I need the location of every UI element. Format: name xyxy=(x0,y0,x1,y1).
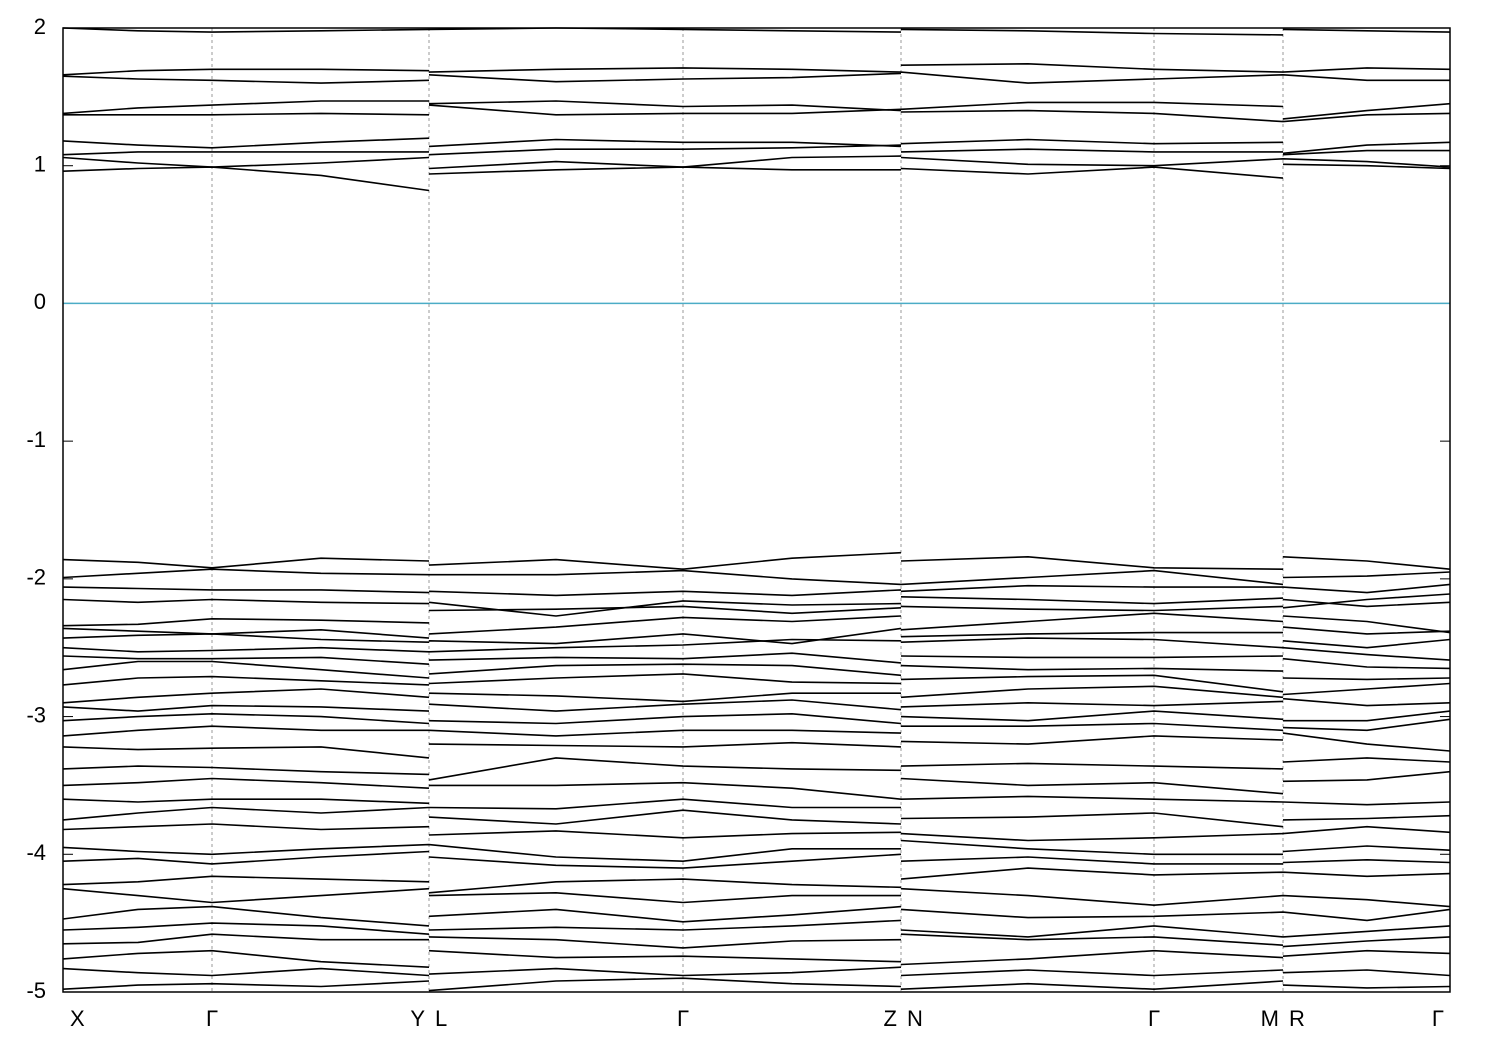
y-tick-label: 1 xyxy=(34,152,46,177)
band-line xyxy=(62,598,1451,627)
band-line xyxy=(62,568,1451,586)
x-tick-label: N xyxy=(907,1006,923,1031)
band-line xyxy=(62,637,1451,653)
x-tick-label: R xyxy=(1289,1006,1305,1031)
band-line xyxy=(62,612,1451,639)
band-line xyxy=(62,682,1451,704)
band-line xyxy=(62,905,1451,927)
y-tick-label: -5 xyxy=(26,978,46,1003)
band-line xyxy=(62,977,1451,992)
band-line xyxy=(62,144,1450,156)
band-line xyxy=(62,697,1451,712)
band-line xyxy=(62,770,1451,800)
y-tick-label: -2 xyxy=(26,565,46,590)
x-tick-label: Z xyxy=(884,1006,897,1031)
band-line xyxy=(62,795,1451,810)
band-line xyxy=(63,104,1451,123)
y-tick-label: 2 xyxy=(34,14,46,39)
band-line xyxy=(62,867,1451,894)
y-tick-label: -1 xyxy=(26,427,46,452)
plot-border xyxy=(62,27,1451,993)
band-line xyxy=(62,823,1451,842)
x-tick-label: Γ xyxy=(677,1006,689,1031)
x-tick-label: X xyxy=(70,1006,85,1031)
band-line xyxy=(62,839,1451,862)
x-tick-label: Γ xyxy=(206,1006,218,1031)
y-tick-label: -3 xyxy=(26,702,46,727)
band-line xyxy=(62,933,1451,949)
band-line xyxy=(62,732,1451,759)
band-line xyxy=(62,718,1451,737)
band-line xyxy=(62,850,1451,869)
band-line xyxy=(62,919,1451,938)
band-line xyxy=(62,155,1451,170)
band-line xyxy=(62,626,1451,645)
band-line xyxy=(62,673,1451,693)
band-line xyxy=(62,163,1451,192)
band-line xyxy=(62,551,1451,570)
band-line xyxy=(62,966,1451,977)
x-tick-label: Γ xyxy=(1148,1006,1160,1031)
band-line xyxy=(62,710,1451,725)
band-line xyxy=(62,593,1451,617)
band-line xyxy=(62,757,1451,781)
band-line xyxy=(62,806,1451,828)
y-tick-label: -4 xyxy=(26,840,46,865)
band-line xyxy=(62,646,1451,665)
band-line xyxy=(62,63,1451,76)
x-tick-label: Γ xyxy=(1432,1006,1444,1031)
y-tick-label: 0 xyxy=(34,289,46,314)
band-line xyxy=(62,27,1451,36)
x-tick-label: M xyxy=(1261,1006,1279,1031)
band-line xyxy=(62,137,1451,155)
band-line xyxy=(62,949,1451,968)
band-line xyxy=(62,71,1450,84)
x-tick-label: L xyxy=(435,1006,447,1031)
band-line xyxy=(62,100,1451,120)
x-tick-label: Y xyxy=(410,1006,425,1031)
band-line xyxy=(62,657,1451,679)
band-line xyxy=(62,887,1451,908)
band-line xyxy=(62,583,1451,597)
